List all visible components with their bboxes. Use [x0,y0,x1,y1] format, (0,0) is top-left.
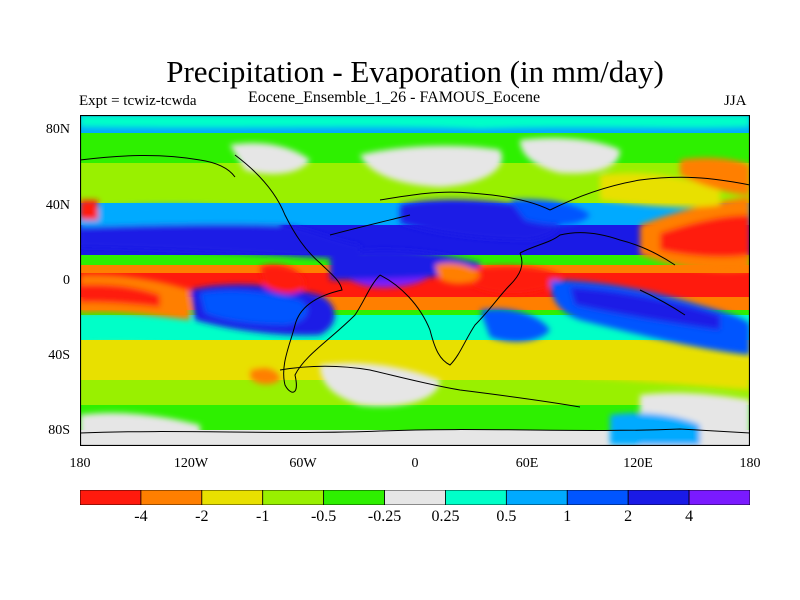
colorbar-box [140,490,203,505]
season-label: JJA [724,93,747,109]
coastlines [80,154,750,434]
colorbar-label: -2 [195,508,209,525]
colorbar-label: -0.5 [310,508,337,525]
colorbar-label: -4 [134,508,148,525]
colorbar-box [323,490,385,505]
colorbar-label: 2 [624,508,633,525]
colorbar-box [627,490,690,505]
lon-tick-180w: 180 [69,456,91,471]
colorbar-label: 0.25 [431,508,460,525]
lon-tick-60w: 60W [289,456,317,471]
precip-field [80,115,750,446]
ensemble-label: Eocene_Ensemble_1_26 - FAMOUS_Eocene [248,89,541,106]
colorbar-box [445,490,507,505]
colorbar-label: -0.25 [367,508,402,525]
colorbar-box [505,490,568,505]
lon-tick-120w: 120W [173,456,209,471]
colorbar-box [80,490,142,505]
colorbar-label: 0.5 [496,508,517,525]
colorbar-box [384,490,446,505]
colorbar-box [201,490,264,505]
map-border [80,115,750,446]
colorbar-box [688,490,750,505]
lat-tick-40s: 40S [48,348,70,363]
colorbar-box [566,490,629,505]
colorbar-label: 1 [563,508,572,525]
lon-tick-180e: 180 [739,456,761,471]
lat-tick-0: 0 [63,273,70,288]
colorbar-box [262,490,325,505]
lon-tick-60e: 60E [515,456,539,471]
colorbar-label: -1 [256,508,270,525]
lon-tick-0: 0 [411,456,419,471]
lat-tick-80s: 80S [48,423,70,438]
lat-tick-80n: 80N [45,122,70,137]
map-panel [80,115,750,446]
colorbar [80,490,750,505]
colorbar-label: 4 [685,508,694,525]
experiment-label: Expt = tcwiz-tcwda [79,93,197,109]
lon-tick-120e: 120E [623,456,653,471]
lat-tick-40n: 40N [45,198,70,213]
plot-title: Precipitation - Evaporation (in mm/day) [166,54,664,89]
